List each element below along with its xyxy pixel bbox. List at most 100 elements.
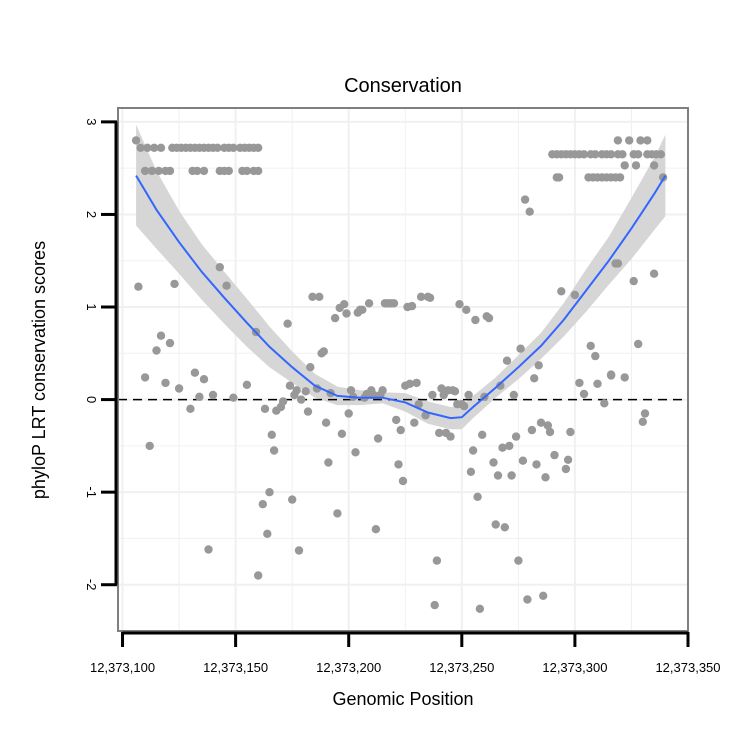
data-point bbox=[625, 136, 634, 145]
data-point bbox=[140, 373, 150, 382]
data-point bbox=[430, 600, 439, 610]
data-point bbox=[489, 458, 498, 467]
x-tick-label: 12,373,350 bbox=[655, 660, 720, 675]
data-point bbox=[292, 386, 301, 395]
data-point bbox=[591, 351, 600, 361]
data-point bbox=[539, 591, 548, 600]
data-point bbox=[520, 195, 530, 204]
data-point bbox=[229, 143, 238, 152]
data-point bbox=[649, 269, 659, 278]
data-point bbox=[269, 446, 279, 455]
data-point bbox=[530, 374, 539, 383]
data-point bbox=[319, 347, 328, 356]
data-point bbox=[593, 379, 602, 388]
data-point bbox=[165, 338, 175, 348]
data-point bbox=[428, 390, 437, 400]
data-point bbox=[575, 378, 584, 388]
data-point bbox=[613, 259, 623, 268]
data-point bbox=[297, 395, 306, 404]
data-point bbox=[344, 409, 353, 418]
data-point bbox=[351, 448, 360, 457]
data-point bbox=[199, 375, 209, 384]
data-point bbox=[450, 387, 460, 396]
data-point bbox=[511, 432, 521, 441]
data-point bbox=[532, 460, 541, 469]
data-point bbox=[321, 418, 331, 427]
data-point bbox=[258, 500, 267, 509]
data-point bbox=[254, 571, 263, 580]
data-point bbox=[557, 287, 566, 296]
data-point bbox=[631, 161, 641, 170]
data-point bbox=[136, 143, 145, 152]
data-point bbox=[496, 381, 505, 390]
data-point bbox=[606, 150, 616, 159]
data-point bbox=[346, 386, 356, 395]
data-point bbox=[527, 425, 537, 435]
grid bbox=[118, 108, 688, 631]
data-point bbox=[505, 441, 514, 451]
data-point bbox=[283, 319, 292, 328]
data-point bbox=[254, 143, 263, 152]
data-point bbox=[407, 301, 417, 311]
x-tick-label: 12,373,250 bbox=[429, 660, 494, 675]
data-point bbox=[514, 556, 523, 565]
data-point bbox=[204, 545, 213, 554]
y-tick-label: -1 bbox=[84, 486, 99, 498]
data-point bbox=[215, 263, 224, 272]
data-point bbox=[502, 356, 512, 365]
data-point bbox=[396, 425, 405, 435]
data-point bbox=[190, 368, 200, 377]
scatter-points bbox=[131, 136, 668, 613]
data-point bbox=[500, 523, 509, 532]
data-point bbox=[536, 418, 546, 427]
data-point bbox=[640, 409, 650, 418]
data-point bbox=[140, 166, 150, 176]
data-point bbox=[330, 313, 340, 323]
y-tick-label: 2 bbox=[84, 211, 99, 218]
data-point bbox=[516, 344, 525, 353]
data-point bbox=[263, 529, 272, 538]
data-point bbox=[491, 520, 500, 529]
data-point bbox=[405, 379, 414, 388]
data-point bbox=[288, 495, 297, 504]
data-point bbox=[509, 390, 518, 400]
data-point bbox=[523, 595, 532, 604]
data-point bbox=[294, 546, 304, 555]
y-tick-label: 0 bbox=[84, 396, 99, 403]
data-point bbox=[285, 381, 295, 390]
data-point bbox=[195, 392, 204, 401]
data-point bbox=[186, 404, 195, 413]
data-point bbox=[389, 299, 399, 308]
data-point bbox=[254, 166, 263, 176]
data-point bbox=[518, 456, 528, 465]
x-axis-title: Genomic Position bbox=[332, 689, 473, 709]
data-point bbox=[643, 136, 652, 145]
data-point bbox=[649, 161, 659, 170]
data-point bbox=[435, 428, 444, 438]
y-tick-label: 3 bbox=[84, 118, 99, 125]
data-point bbox=[242, 166, 252, 176]
data-point bbox=[337, 429, 347, 438]
x-tick-label: 12,373,150 bbox=[203, 660, 268, 675]
data-point bbox=[416, 292, 426, 301]
data-point bbox=[446, 432, 455, 441]
data-point bbox=[634, 339, 643, 349]
data-point bbox=[455, 300, 464, 309]
data-point bbox=[498, 443, 507, 452]
data-point bbox=[301, 387, 310, 396]
y-tick-label: -2 bbox=[84, 579, 99, 591]
data-point bbox=[545, 427, 555, 437]
data-point bbox=[398, 476, 408, 486]
data-point bbox=[425, 293, 435, 302]
data-point bbox=[561, 464, 571, 474]
data-point bbox=[145, 441, 154, 451]
data-point bbox=[150, 143, 159, 152]
x-tick-label: 12,373,200 bbox=[316, 660, 381, 675]
data-point bbox=[170, 279, 179, 289]
y-tick-label: 1 bbox=[84, 303, 99, 310]
data-point bbox=[394, 460, 403, 469]
data-point bbox=[199, 166, 209, 176]
data-point bbox=[525, 207, 534, 216]
data-point bbox=[340, 300, 349, 309]
